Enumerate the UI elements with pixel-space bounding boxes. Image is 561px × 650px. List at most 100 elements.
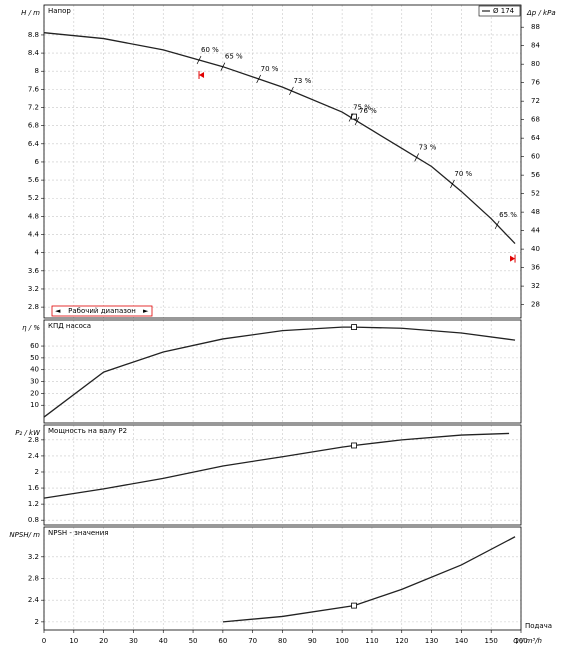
- y2-tick-label: 36: [531, 264, 540, 272]
- x-tick-label: 130: [425, 637, 438, 645]
- x-tick-label: 110: [365, 637, 378, 645]
- y-tick-label: 50: [30, 354, 39, 362]
- x-tick-label: 80: [278, 637, 287, 645]
- y2-tick-label: 44: [531, 227, 540, 235]
- y-tick-label: 5.2: [28, 194, 39, 202]
- y2-tick-label: 60: [531, 153, 540, 161]
- y-tick-label: 20: [30, 389, 39, 397]
- x-tick-label: 0: [42, 637, 46, 645]
- y-tick-label: 7.2: [28, 104, 39, 112]
- efficiency-tick: [348, 113, 354, 122]
- range-box: [51, 305, 153, 317]
- x-tick-label: 150: [485, 637, 498, 645]
- x-axis-label-2: Подача: [525, 622, 552, 630]
- y-tick-label: 8.4: [28, 49, 40, 57]
- efficiency-label: 75 %: [353, 103, 371, 111]
- y-tick-label: 8.8: [28, 31, 39, 39]
- y2-tick-label: 32: [531, 282, 540, 290]
- y-tick-label: 2: [35, 618, 39, 626]
- range-limit: [199, 71, 205, 78]
- y-tick-label: 6.8: [28, 122, 39, 130]
- efficiency-label: 70 %: [454, 170, 472, 178]
- efficiency-tick: [289, 86, 294, 96]
- y-tick-label: 2.4: [28, 452, 40, 460]
- x-tick-label: 140: [455, 637, 468, 645]
- y-tick-label: 4: [35, 249, 40, 257]
- range-limit: [510, 255, 516, 262]
- panel-title: КПД насоса: [48, 322, 91, 330]
- y2-tick-label: 68: [531, 116, 540, 124]
- y2-tick-label: 84: [531, 42, 540, 50]
- efficiency-label: 65 %: [225, 53, 243, 61]
- y2-axis-label: Δp / kPa: [526, 9, 556, 17]
- y2-tick-label: 52: [531, 190, 540, 198]
- y-tick-label: 1.2: [28, 500, 39, 508]
- efficiency-label: 73 %: [293, 77, 311, 85]
- panel-title: NPSH - значения: [48, 529, 109, 537]
- range-label: Рабочий диапазон: [68, 307, 136, 315]
- y-axis-label: η / %: [22, 324, 40, 332]
- y-tick-label: 0.8: [28, 516, 39, 524]
- y-axis-label: NPSH/ m: [9, 531, 40, 539]
- y-tick-label: 1.6: [28, 484, 40, 492]
- x-tick-label: 90: [308, 637, 317, 645]
- efficiency-label: 65 %: [499, 211, 517, 219]
- efficiency-label: 73 %: [419, 143, 437, 151]
- y-tick-label: 2.8: [28, 436, 39, 444]
- y-tick-label: 6: [35, 158, 40, 166]
- panel-frame: [43, 424, 522, 526]
- efficiency-tick: [414, 153, 419, 162]
- y2-tick-label: 88: [531, 23, 540, 31]
- y2-tick-label: 28: [531, 301, 540, 309]
- y-tick-label: 2.8: [28, 575, 39, 583]
- curve: [43, 432, 510, 499]
- y-tick-label: 30: [30, 378, 39, 386]
- x-axis-label: Q / m³/h: [513, 637, 542, 645]
- x-tick-label: 70: [248, 637, 257, 645]
- y-tick-label: 2.8: [28, 303, 39, 311]
- y2-tick-label: 72: [531, 97, 540, 105]
- y-tick-label: 5.6: [28, 176, 40, 184]
- y2-tick-label: 56: [531, 171, 540, 179]
- x-tick-label: 10: [69, 637, 78, 645]
- y-axis-label: P₂ / kW: [15, 429, 41, 437]
- duty-point: [351, 602, 357, 609]
- panel-title: Напор: [48, 7, 71, 15]
- x-tick-label: 100: [335, 637, 348, 645]
- panel-frame: [43, 4, 522, 319]
- panel-frame: [43, 319, 522, 424]
- y2-tick-label: 80: [531, 60, 540, 68]
- y-tick-label: 2: [35, 468, 39, 476]
- efficiency-label: 60 %: [201, 46, 219, 54]
- efficiency-tick: [256, 74, 261, 84]
- panel-title: Мощность на валу P2: [48, 427, 127, 435]
- efficiency-label: 76 %: [359, 107, 377, 115]
- y-tick-label: 3.6: [28, 267, 40, 275]
- y2-tick-label: 40: [531, 245, 540, 253]
- efficiency-tick: [450, 179, 455, 189]
- efficiency-label: 70 %: [261, 65, 279, 73]
- y-tick-label: 4.4: [28, 231, 40, 239]
- x-tick-label: 160: [514, 637, 527, 645]
- y-tick-label: 4.8: [28, 212, 39, 220]
- y-tick-label: 40: [30, 366, 39, 374]
- range-arrow: ◄: [55, 307, 61, 315]
- range-arrow: ►: [143, 307, 149, 315]
- x-tick-label: 60: [218, 637, 227, 645]
- efficiency-tick: [220, 62, 226, 71]
- y-tick-label: 3.2: [28, 285, 39, 293]
- efficiency-tick: [354, 116, 360, 126]
- x-tick-label: 120: [395, 637, 408, 645]
- legend-label: Ø 174: [493, 7, 515, 15]
- x-tick-label: 20: [99, 637, 108, 645]
- y-tick-label: 2.4: [28, 596, 40, 604]
- y-tick-label: 60: [30, 342, 39, 350]
- y-axis-label: H / m: [21, 9, 40, 17]
- duty-point: [351, 324, 357, 331]
- x-tick-label: 30: [129, 637, 138, 645]
- y-tick-label: 8: [35, 67, 39, 75]
- duty-point: [351, 442, 357, 449]
- efficiency-tick: [494, 220, 500, 230]
- y2-tick-label: 64: [531, 134, 540, 142]
